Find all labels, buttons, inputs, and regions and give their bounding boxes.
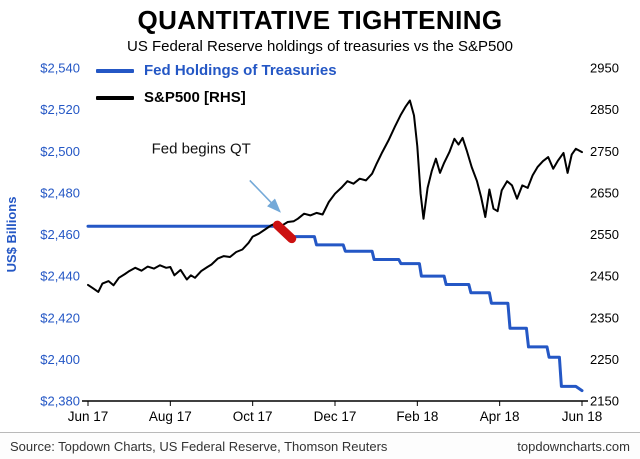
right-axis-tick-label: 2550 xyxy=(590,227,619,242)
legend-label-sp500: S&P500 [RHS] xyxy=(144,89,246,106)
x-axis-tick-label: Jun 18 xyxy=(562,409,603,424)
right-axis-tick-label: 2450 xyxy=(590,269,619,284)
x-axis-tick-label: Oct 17 xyxy=(233,409,273,424)
fed-holdings-line xyxy=(86,224,584,393)
legend-label-fed: Fed Holdings of Treasuries xyxy=(144,62,337,79)
left-axis-tick-label: $2,420 xyxy=(40,310,80,325)
left-axis-tick-label: $2,520 xyxy=(40,102,80,117)
x-axis-tick-label: Jun 17 xyxy=(68,409,109,424)
right-axis-tick-label: 2950 xyxy=(590,61,619,76)
footer: Source: Topdown Charts, US Federal Reser… xyxy=(0,432,640,459)
right-axis-tick-label: 2250 xyxy=(590,352,619,367)
website-text: topdowncharts.com xyxy=(517,438,630,454)
right-axis-tick-label: 2850 xyxy=(590,102,619,117)
qt-start-highlight xyxy=(272,220,297,244)
x-axis-tick-label: Apr 18 xyxy=(480,409,520,424)
chart-title: QUANTITATIVE TIGHTENING xyxy=(137,5,503,35)
right-axis-tick-label: 2150 xyxy=(590,394,619,409)
annotation-arrow xyxy=(249,179,281,213)
left-axis-tick-label: $2,400 xyxy=(40,352,80,367)
x-axis-tick-label: Feb 18 xyxy=(396,409,438,424)
legend-item-sp500: S&P500 [RHS] xyxy=(96,89,337,106)
left-axis-tick-label: $2,540 xyxy=(40,61,80,76)
left-axis-tick-label: $2,460 xyxy=(40,227,80,242)
sp500-line xyxy=(87,99,583,293)
right-axis-tick-label: 2350 xyxy=(590,310,619,325)
right-axis-tick-label: 2750 xyxy=(590,144,619,159)
left-axis-title: US$ Billions xyxy=(4,197,19,273)
chart-page: QUANTITATIVE TIGHTENING US Federal Reser… xyxy=(0,5,640,459)
legend-item-fed-holdings: Fed Holdings of Treasuries xyxy=(96,62,337,79)
x-axis-tick-label: Aug 17 xyxy=(149,409,192,424)
chart-subtitle: US Federal Reserve holdings of treasurie… xyxy=(126,38,514,55)
legend-line-sample-sp500 xyxy=(96,95,134,100)
left-axis-tick-label: $2,440 xyxy=(40,269,80,284)
chart-canvas: $2,380 $2,400 $2,420 $2,440 $2,460 $2,480 $2,5… xyxy=(4,61,619,425)
left-axis-tick-label: $2,500 xyxy=(40,144,80,159)
legend-line-sample-fed xyxy=(96,68,134,73)
x-axis-tick-label: Dec 17 xyxy=(314,409,357,424)
legend: Fed Holdings of Treasuries S&P500 [RHS] xyxy=(96,62,337,106)
chart-area: $2,380 $2,400 $2,420 $2,440 $2,460 $2,480 $2,5… xyxy=(0,56,640,425)
left-axis-tick-label: $2,480 xyxy=(40,185,80,200)
right-axis-tick-label: 2650 xyxy=(590,185,619,200)
annotation-text: Fed begins QT xyxy=(152,140,251,157)
source-text: Source: Topdown Charts, US Federal Reser… xyxy=(10,438,388,454)
left-axis-tick-label: $2,380 xyxy=(40,394,80,409)
